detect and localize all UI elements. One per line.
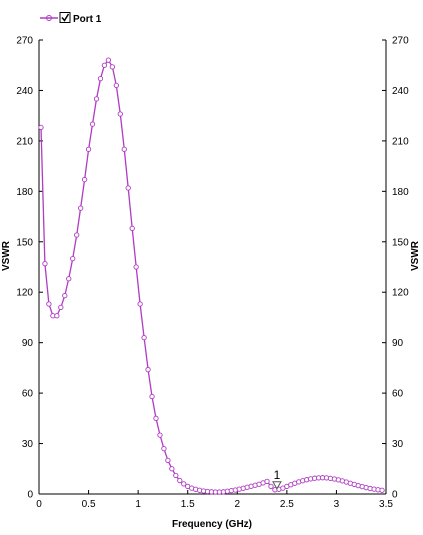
data-point — [141, 334, 147, 341]
y-axis-label-right: VSWR — [410, 240, 421, 271]
x-tick-label: 2 — [235, 499, 241, 510]
data-point — [109, 64, 116, 70]
x-axis-label: Frequency (GHz) — [172, 519, 252, 530]
data-point — [268, 483, 274, 490]
data-point — [93, 96, 100, 102]
data-point — [54, 313, 60, 319]
y-tick-label-left: 270 — [16, 36, 33, 47]
y-tick-label-left: 60 — [22, 389, 34, 400]
y-tick-label-right: 270 — [392, 36, 409, 47]
legend-checkbox[interactable] — [59, 12, 71, 23]
y-tick-label-right: 30 — [392, 439, 404, 450]
data-point — [165, 457, 171, 464]
y-tick-label-left: 30 — [22, 439, 34, 450]
legend-marker-sample — [46, 15, 52, 21]
data-point — [70, 255, 76, 262]
data-point — [74, 232, 80, 238]
marker-triangle-icon[interactable] — [272, 481, 282, 490]
data-point — [137, 301, 143, 307]
data-point — [379, 487, 385, 493]
marker-layer: 1 — [272, 468, 282, 490]
data-point — [77, 205, 84, 211]
x-tick-label: 0 — [36, 499, 42, 510]
x-tick-label: 3 — [334, 499, 340, 510]
y-tick-label-left: 180 — [16, 187, 33, 198]
x-tick-label: 2.5 — [280, 499, 294, 510]
data-point — [264, 478, 270, 485]
marker-label: 1 — [274, 468, 281, 482]
data-point — [181, 481, 187, 487]
data-point — [161, 445, 167, 452]
y-tick-label-right: 90 — [392, 338, 404, 349]
y-tick-label-left: 120 — [16, 288, 33, 299]
data-point — [85, 146, 92, 152]
y-tick-label-left: 90 — [22, 338, 34, 349]
y-tick-label-left: 240 — [16, 86, 33, 97]
y-tick-label-left: 0 — [27, 490, 33, 501]
data-point — [121, 146, 127, 152]
legend[interactable]: Port 1 — [40, 12, 102, 26]
data-point — [153, 415, 159, 421]
x-tick-label: 1 — [135, 499, 141, 510]
y-tick-label-left: 210 — [16, 136, 33, 147]
x-tick-label: 1.5 — [181, 499, 195, 510]
data-point — [169, 466, 175, 472]
data-point — [157, 432, 163, 438]
y-tick-label-left: 150 — [16, 237, 33, 248]
checkmark-icon — [61, 13, 70, 22]
data-point — [62, 292, 68, 299]
x-tick-label: 0.5 — [82, 499, 96, 510]
data-point — [149, 393, 155, 400]
y-tick-label-right: 0 — [392, 490, 398, 501]
y-tick-label-right: 60 — [392, 389, 404, 400]
data-point — [38, 124, 44, 131]
y-tick-label-right: 120 — [392, 288, 409, 299]
data-point — [97, 76, 104, 82]
data-point — [58, 304, 64, 311]
data-point — [177, 477, 183, 484]
data-point — [113, 82, 119, 89]
data-point — [101, 62, 108, 68]
data-point — [173, 472, 179, 479]
data-point — [89, 121, 96, 127]
data-point — [42, 260, 48, 267]
y-tick-label-right: 150 — [392, 237, 409, 248]
x-tick-label: 3.5 — [379, 499, 393, 510]
data-point — [117, 111, 123, 117]
series-port-1 — [38, 57, 385, 495]
data-point — [66, 276, 72, 282]
y-tick-label-right: 240 — [392, 86, 409, 97]
data-point — [125, 185, 131, 191]
y-axis-label-left: VSWR — [1, 240, 12, 271]
data-point — [105, 57, 112, 63]
y-tick-label-right: 180 — [392, 187, 409, 198]
data-point — [145, 366, 151, 373]
data-point — [129, 225, 135, 231]
legend-label-port-1: Port 1 — [73, 14, 102, 25]
y-tick-label-right: 210 — [392, 136, 409, 147]
axes — [38, 40, 387, 495]
data-point — [81, 176, 88, 183]
data-point — [46, 301, 52, 307]
data-point — [133, 264, 139, 270]
